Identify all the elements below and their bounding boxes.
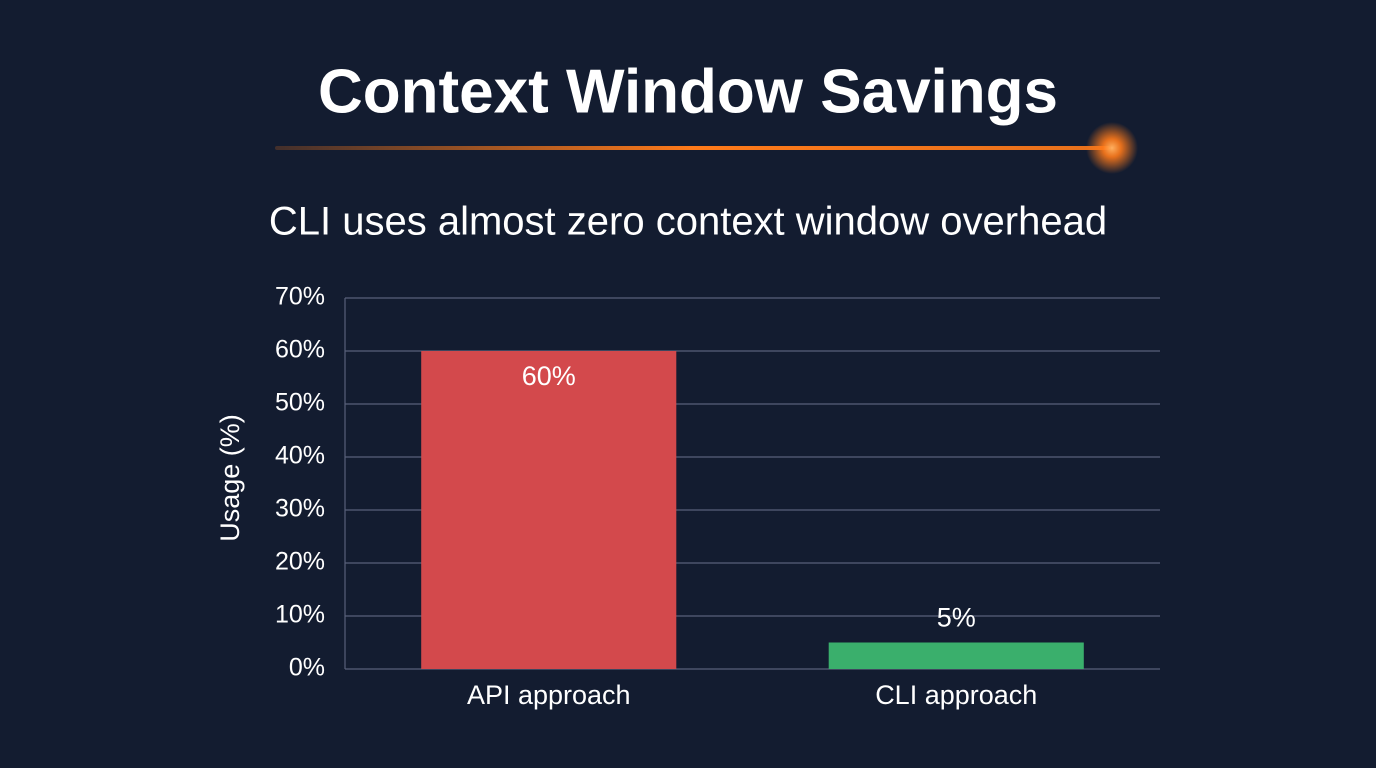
- x-tick-label: API approach: [467, 680, 631, 710]
- chart-subtitle: CLI uses almost zero context window over…: [269, 200, 1107, 244]
- x-tick-label: CLI approach: [875, 680, 1037, 710]
- value-label: 60%: [522, 361, 576, 391]
- bar: [421, 351, 677, 669]
- y-tick-label: 20%: [275, 548, 325, 576]
- y-tick-label: 40%: [275, 442, 325, 470]
- underline-glow: [1086, 122, 1138, 174]
- value-label: 5%: [937, 603, 976, 633]
- y-tick-label: 10%: [275, 601, 325, 629]
- y-tick-label: 70%: [275, 283, 325, 311]
- y-tick-label: 60%: [275, 336, 325, 364]
- chart-title: Context Window Savings: [318, 57, 1058, 126]
- y-axis-label: Usage (%): [215, 414, 245, 542]
- bar: [828, 642, 1084, 669]
- y-tick-label: 50%: [275, 389, 325, 417]
- y-tick-label: 0%: [289, 654, 325, 682]
- title-underline: [275, 146, 1110, 150]
- y-tick-label: 30%: [275, 495, 325, 523]
